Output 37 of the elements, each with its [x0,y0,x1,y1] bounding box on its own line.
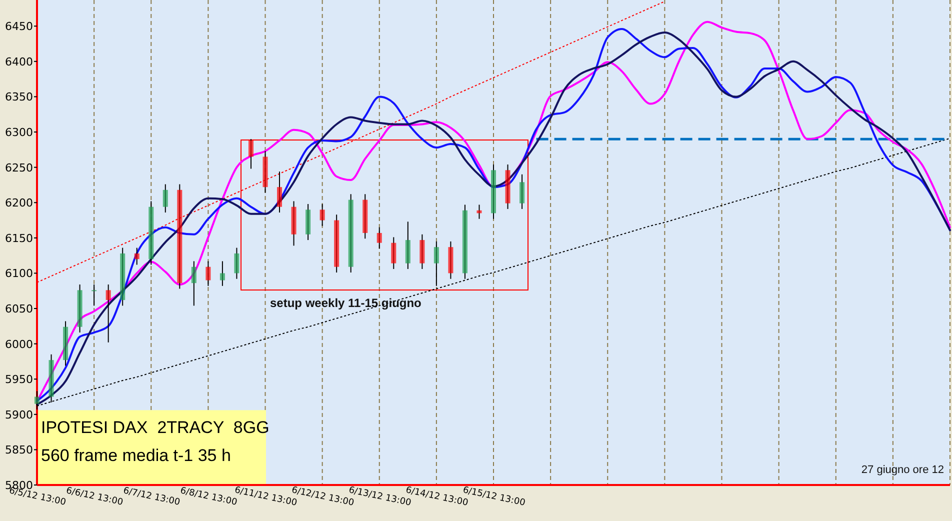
x-tick-label: 6/7/12 13:00 [122,486,182,508]
candlestick [248,138,254,170]
candlestick [134,247,140,266]
y-tick-label: 5900 [5,408,33,422]
y-tick-label: 6450 [5,20,33,34]
annotation: setup weekly 11-15 giugno [270,296,422,310]
line-series [36,138,950,406]
y-tick-label: 6300 [5,126,33,140]
annotation: 27 giugno ore 12 [861,464,944,476]
text: 560 frame media t-1 35 h [41,446,231,465]
y-tick-label: 6350 [5,90,33,104]
candlestick [420,234,425,270]
y-tick-label: 6250 [5,161,33,174]
candlestick [320,204,325,226]
candlestick [220,260,225,286]
candlestick [391,236,396,270]
candlestick [405,221,410,270]
y-tick-label: 6400 [5,55,33,68]
y-tick-label: 6050 [5,302,33,316]
text: IPOTESI DAX 2TRACY 8GG [41,418,270,437]
candlestick [206,260,211,286]
candlestick [234,247,240,280]
candlestick [434,240,439,286]
candlestick [277,171,282,213]
candlestick [376,226,382,249]
candlestick [162,184,168,213]
y-tick-label: 5950 [5,373,33,386]
y-tick-label: 6100 [5,267,33,280]
candlestick [106,284,111,343]
y-tick-label: 6200 [5,196,33,210]
candlestick [191,260,196,306]
y-tick-label: 5850 [5,444,33,457]
candlestick [92,284,97,306]
y-tick-label: 6000 [5,338,33,351]
candlestick [520,174,525,210]
x-tick-label: 6/6/12 13:00 [65,486,124,508]
y-tick-label: 6150 [5,232,33,245]
